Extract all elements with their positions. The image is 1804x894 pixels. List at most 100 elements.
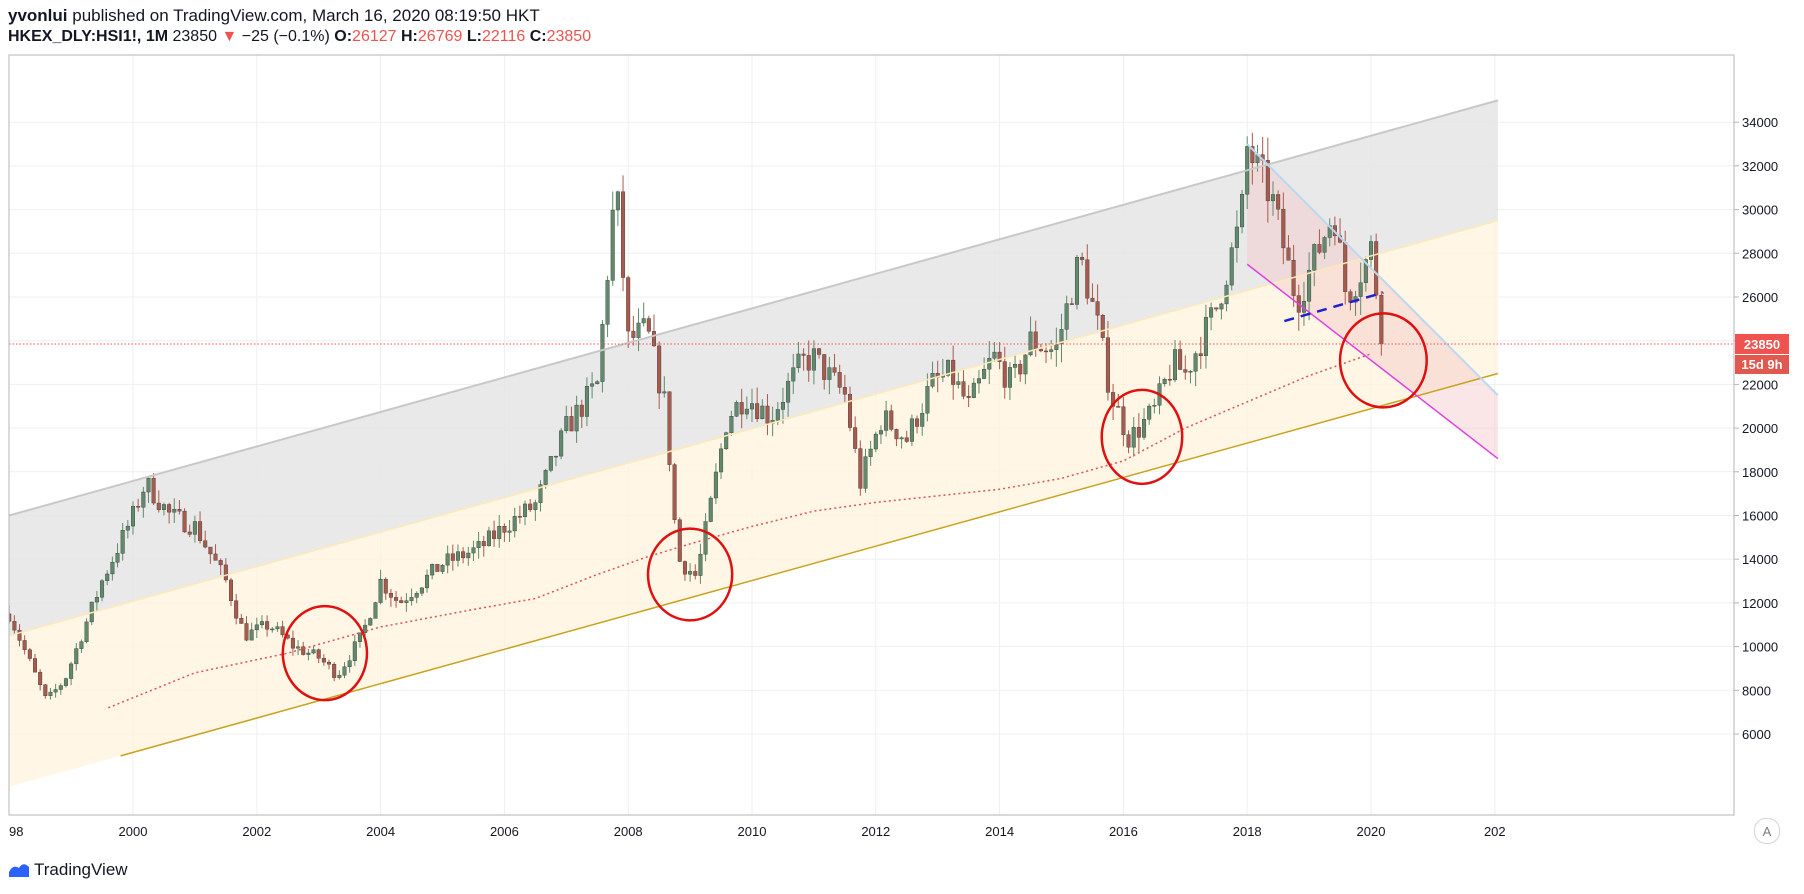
candle-body [729,416,734,433]
candle-body [930,372,935,387]
candle-body [471,547,476,554]
candle-body [383,579,388,594]
candle-body [1270,194,1275,202]
dashed-neckline [1283,291,1384,323]
candle-body [239,618,244,624]
low-label: L: [466,28,482,45]
candle-body [915,418,920,427]
candle-body [590,383,595,387]
candle-body [136,506,141,508]
candle-body [1095,301,1100,316]
candle-body [703,521,708,555]
candle-body [610,209,615,281]
symbol-legend: HKEX_DLY:HSI1!, 1M 23850 ▼ −25 (−0.1%) O… [8,28,591,46]
candle-body [889,410,894,430]
countdown-badge-text: 15d 9h [1741,357,1782,372]
x-tick-label: 2004 [366,824,395,839]
candle-body [559,430,564,457]
candle-body [858,448,863,489]
candle-body [1136,427,1141,438]
candle-body [192,521,197,535]
y-tick-label: 28000 [1742,246,1778,261]
candle-body [1111,392,1116,407]
candle-body [198,521,203,541]
candle-body [920,412,925,427]
candle-body [1142,419,1147,438]
falling-wedge-fill [1247,144,1498,459]
candle-body [187,531,192,535]
candle-body [290,637,295,649]
candle-body [425,574,430,589]
candle-body [208,546,213,555]
plot-area[interactable] [7,99,1734,787]
candle-body [724,432,729,450]
candle-body [1322,237,1327,253]
candle-body [574,404,579,432]
candle-body [234,600,239,619]
candle-body [517,516,522,518]
candle-body [548,456,553,471]
candle-body [409,597,414,601]
candle-body [1018,364,1023,375]
x-tick-label: 2002 [242,824,271,839]
candle-body [971,382,976,398]
low-value: 22116 [481,28,526,45]
candle-body [1080,257,1085,260]
candle-body [780,402,785,410]
candle-body [1188,371,1193,373]
candle-body [909,418,914,442]
candle-body [677,519,682,562]
candle-body [682,561,687,575]
candle-body [1126,434,1131,448]
candle-body [337,674,342,678]
candle-body [74,648,79,665]
candle-body [466,552,471,559]
candle-body [1374,241,1379,296]
candle-body [713,471,718,499]
candle-body [822,354,827,380]
candle-body [626,277,631,332]
candle-body [497,526,502,539]
candle-body [832,367,837,373]
y-tick-label: 32000 [1742,159,1778,174]
candle-body [1193,353,1198,372]
candle-body [1203,317,1208,356]
candle-body [775,409,780,421]
candle-body [177,509,182,512]
candle-body [435,564,440,572]
candle-body [223,564,228,581]
candle-body [492,530,497,539]
candle-body [533,502,538,510]
candle-body [1198,353,1203,356]
candle-body [17,629,22,641]
y-tick-label: 20000 [1742,421,1778,436]
candle-body [38,671,43,685]
candle-body [332,663,337,678]
falling-resistance-line [1246,143,1499,397]
candle-body [1214,307,1219,310]
candle-body [631,330,636,338]
candle-body [646,318,651,332]
y-tick-label: 8000 [1742,683,1771,698]
auto-scale-button[interactable]: A [1754,818,1780,844]
lower-channel-fill [9,220,1498,787]
y-tick-label: 26000 [1742,290,1778,305]
candle-body [584,386,589,417]
x-tick-label: 2018 [1233,824,1262,839]
highlight-circle [1338,312,1428,409]
highlight-circle [1100,388,1184,486]
candle-body [1317,244,1322,253]
candle-body [848,394,853,428]
candle-body [873,433,878,450]
candle-body [1085,259,1090,299]
candle-body [167,504,172,513]
x-tick-label: 2016 [1109,824,1138,839]
candle-body [378,579,383,603]
candle-body [388,593,393,598]
upper-channel-line [9,99,1499,517]
candle-body [1209,307,1214,318]
candle-body [481,541,486,547]
candle-body [1152,405,1157,407]
candle-body [1368,241,1373,260]
